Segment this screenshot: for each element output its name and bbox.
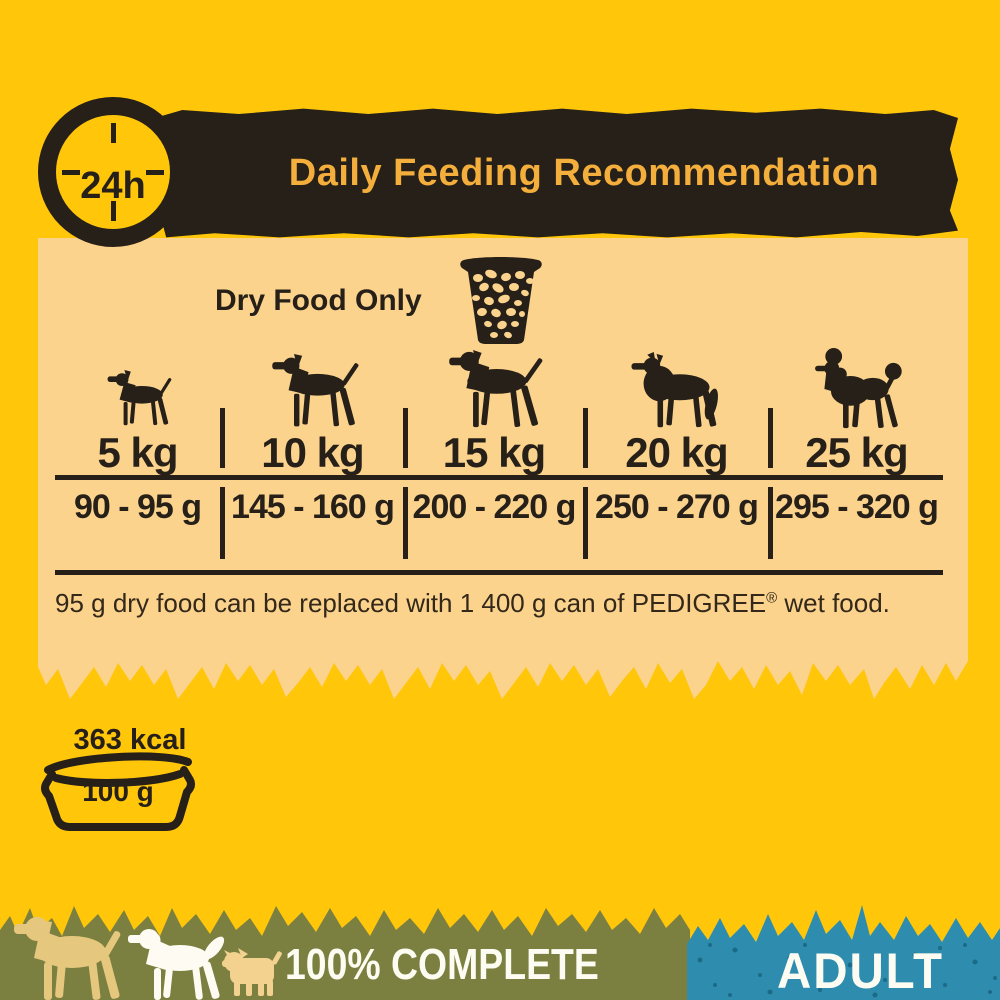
amount-value: 295 - 320 g <box>775 488 939 526</box>
amount-value: 200 - 220 g <box>412 488 577 526</box>
poodle-icon <box>770 348 943 430</box>
amount-value: 145 - 160 g <box>231 488 395 526</box>
collie-icon <box>585 352 768 430</box>
terrier-icon <box>222 354 403 430</box>
wet-food-footnote: 95 g dry food can be replaced with 1 400… <box>55 588 890 619</box>
weight-label: 15 kg <box>442 429 546 476</box>
column-divider <box>220 487 225 559</box>
weight-label: 20 kg <box>625 429 728 476</box>
footer-blue-speckles <box>697 943 997 998</box>
column-divider <box>583 408 588 468</box>
column-divider <box>403 487 408 559</box>
column-divider <box>768 487 773 559</box>
amount-value: 90 - 95 g <box>73 488 202 526</box>
footer-olive-grass <box>0 906 690 1000</box>
footnote-text: 95 g dry food can be replaced with 1 400… <box>55 588 632 618</box>
column-25kg: 25 kg <box>770 340 943 475</box>
clock-tick-top <box>111 123 116 143</box>
complete-claim: 100% COMPLETE <box>285 940 599 989</box>
column-divider <box>220 408 225 468</box>
table-rule-bottom <box>55 570 943 575</box>
clock-label: 24h <box>80 165 146 207</box>
panel-grass-edge <box>38 655 968 699</box>
column-divider <box>583 487 588 559</box>
dry-food-label: Dry Food Only <box>215 284 422 317</box>
per-100g-label: 100 g <box>82 776 154 807</box>
amount-value: 250 - 270 g <box>595 488 759 526</box>
weight-label: 25 kg <box>805 429 908 476</box>
small-terrier-icon <box>222 948 282 996</box>
title-banner: Daily Feeding Recommendation <box>150 108 958 238</box>
footnote-text: wet food. <box>777 588 890 618</box>
footer-strip <box>0 905 1000 1000</box>
clock-tick-left <box>62 170 80 175</box>
registered-mark: ® <box>766 589 778 607</box>
column-5kg: 5 kg <box>55 340 220 475</box>
clock-tick-right <box>146 170 164 175</box>
column-divider <box>768 408 773 468</box>
column-15kg: 15 kg <box>405 340 583 475</box>
weight-label: 10 kg <box>261 429 364 476</box>
page-title: Daily Feeding Recommendation <box>288 151 880 194</box>
labrador-icon <box>14 917 121 1000</box>
footer-blue-grass <box>687 905 1000 1000</box>
24h-clock-icon: 24h <box>38 97 188 247</box>
table-rule-top <box>55 475 943 480</box>
small-dog-icon <box>55 366 220 430</box>
lifestage-badge: ADULT <box>777 943 944 999</box>
kcal-value: 363 kcal <box>73 724 187 756</box>
weight-label: 5 kg <box>97 429 178 476</box>
food-bowl-icon <box>41 752 195 831</box>
pointer-icon <box>405 350 583 430</box>
column-20kg: 20 kg <box>585 340 768 475</box>
setter-icon <box>128 929 225 1000</box>
column-10kg: 10 kg <box>222 340 403 475</box>
column-divider <box>403 408 408 468</box>
kibble-basket-icon <box>460 257 542 344</box>
clock-tick-bottom <box>111 201 116 221</box>
brand-name: PEDIGREE <box>631 588 767 618</box>
